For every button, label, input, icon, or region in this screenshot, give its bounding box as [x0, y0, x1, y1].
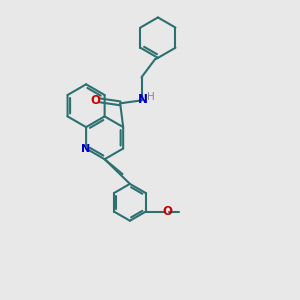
Text: H: H [147, 92, 154, 102]
Text: O: O [163, 205, 173, 218]
Text: N: N [82, 143, 91, 154]
Text: O: O [91, 94, 101, 107]
Text: N: N [137, 93, 148, 106]
